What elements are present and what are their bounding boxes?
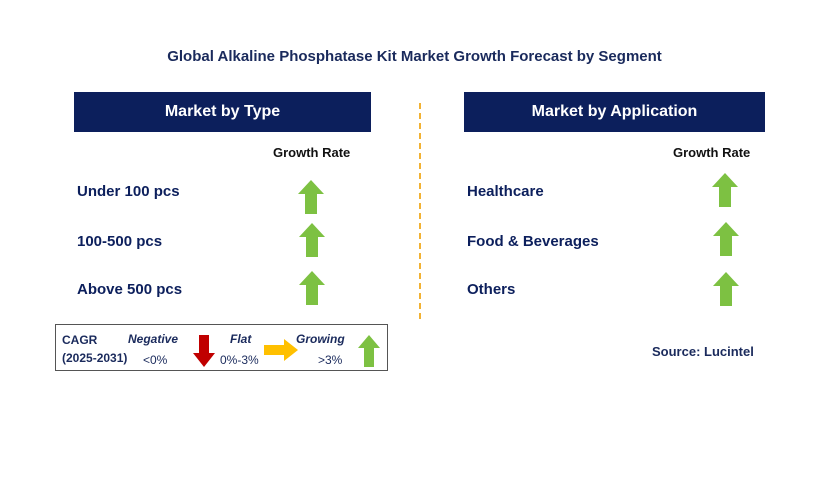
segment-label: Others <box>467 281 516 298</box>
growth-up-arrow-icon <box>358 335 380 367</box>
source-credit: Source: Lucintel <box>652 344 754 359</box>
growth-up-arrow-icon <box>299 223 325 257</box>
growth-up-arrow-icon <box>712 173 738 207</box>
panel-divider <box>419 103 421 319</box>
segment-label: Healthcare <box>467 183 544 200</box>
growth-up-arrow-icon <box>298 180 324 214</box>
segment-label: 100-500 pcs <box>77 233 163 250</box>
growth-up-arrow-icon <box>299 271 325 305</box>
growth-up-arrow-icon <box>713 222 739 256</box>
growth-up-arrow-icon <box>713 272 739 306</box>
legend-growing-label: Growing <box>296 332 345 346</box>
legend-cagr-label: CAGR <box>62 333 98 347</box>
segment-label: Above 500 pcs <box>77 281 183 298</box>
legend-growing-range: >3% <box>318 353 343 367</box>
legend-flat-range: 0%-3% <box>220 353 259 367</box>
decline-down-arrow-icon <box>193 335 215 367</box>
growth-rate-label-application: Growth Rate <box>673 145 751 160</box>
segment-label: Under 100 pcs <box>77 183 180 200</box>
growth-rate-label-type: Growth Rate <box>273 145 351 160</box>
legend-negative-label: Negative <box>128 332 179 346</box>
legend-negative-range: <0% <box>143 353 168 367</box>
panel-header-type: Market by Type <box>74 92 371 132</box>
cagr-legend: CAGR (2025-2031) Negative <0% Flat 0%-3%… <box>55 324 388 371</box>
legend-period: (2025-2031) <box>62 351 128 365</box>
chart-title: Global Alkaline Phosphatase Kit Market G… <box>167 48 662 65</box>
legend-flat-label: Flat <box>230 332 252 346</box>
flat-right-arrow-icon <box>264 339 298 361</box>
panel-header-application: Market by Application <box>464 92 765 132</box>
segment-label: Food & Beverages <box>467 233 599 250</box>
